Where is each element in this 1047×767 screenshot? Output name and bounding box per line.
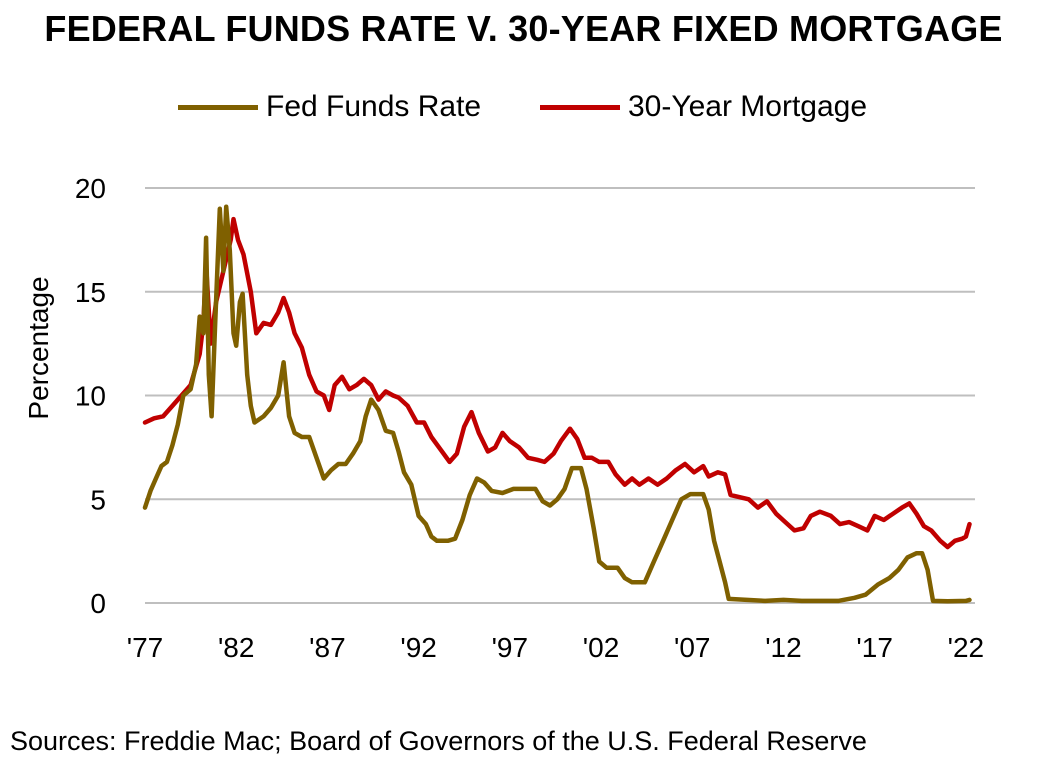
y-axis-label: Percentage: [23, 276, 54, 419]
x-tick-label: '22: [948, 632, 985, 663]
y-axis-ticks: 0 5 10 15 20: [75, 173, 106, 619]
x-tick-label: '02: [583, 632, 620, 663]
x-tick-label: '92: [400, 632, 437, 663]
legend-swatch-mortgage: [540, 104, 620, 110]
x-tick-label: '77: [127, 632, 164, 663]
x-tick-label: '87: [309, 632, 346, 663]
series-lines: [142, 204, 972, 604]
y-tick-label: 20: [75, 173, 106, 204]
legend-item-mortgage: 30-Year Mortgage: [540, 90, 867, 124]
y-tick-label: 15: [75, 277, 106, 308]
x-tick-label: '12: [765, 632, 802, 663]
series-line-fed-funds: [142, 204, 972, 604]
legend-label-fed-funds: Fed Funds Rate: [266, 90, 482, 123]
series-line-mortgage: [142, 216, 972, 550]
y-tick-label: 0: [90, 588, 106, 619]
gridlines: [145, 187, 975, 604]
legend-swatch-fed-funds: [178, 104, 258, 110]
y-tick-label: 10: [75, 381, 106, 412]
legend-item-fed-funds: Fed Funds Rate: [178, 90, 481, 124]
x-tick-label: '07: [674, 632, 711, 663]
legend: Fed Funds Rate 30-Year Mortgage: [0, 90, 1047, 134]
y-tick-label: 5: [90, 484, 106, 515]
legend-label-mortgage: 30-Year Mortgage: [628, 90, 868, 123]
x-tick-label: '97: [492, 632, 529, 663]
x-tick-label: '17: [856, 632, 893, 663]
chart-title: FEDERAL FUNDS RATE V. 30-YEAR FIXED MORT…: [44, 8, 1003, 49]
source-note: Sources: Freddie Mac; Board of Governors…: [10, 726, 867, 756]
x-tick-label: '82: [218, 632, 255, 663]
x-axis-ticks: '77 '82 '87 '92 '97 '02 '07 '12 '17 '22: [127, 632, 984, 663]
